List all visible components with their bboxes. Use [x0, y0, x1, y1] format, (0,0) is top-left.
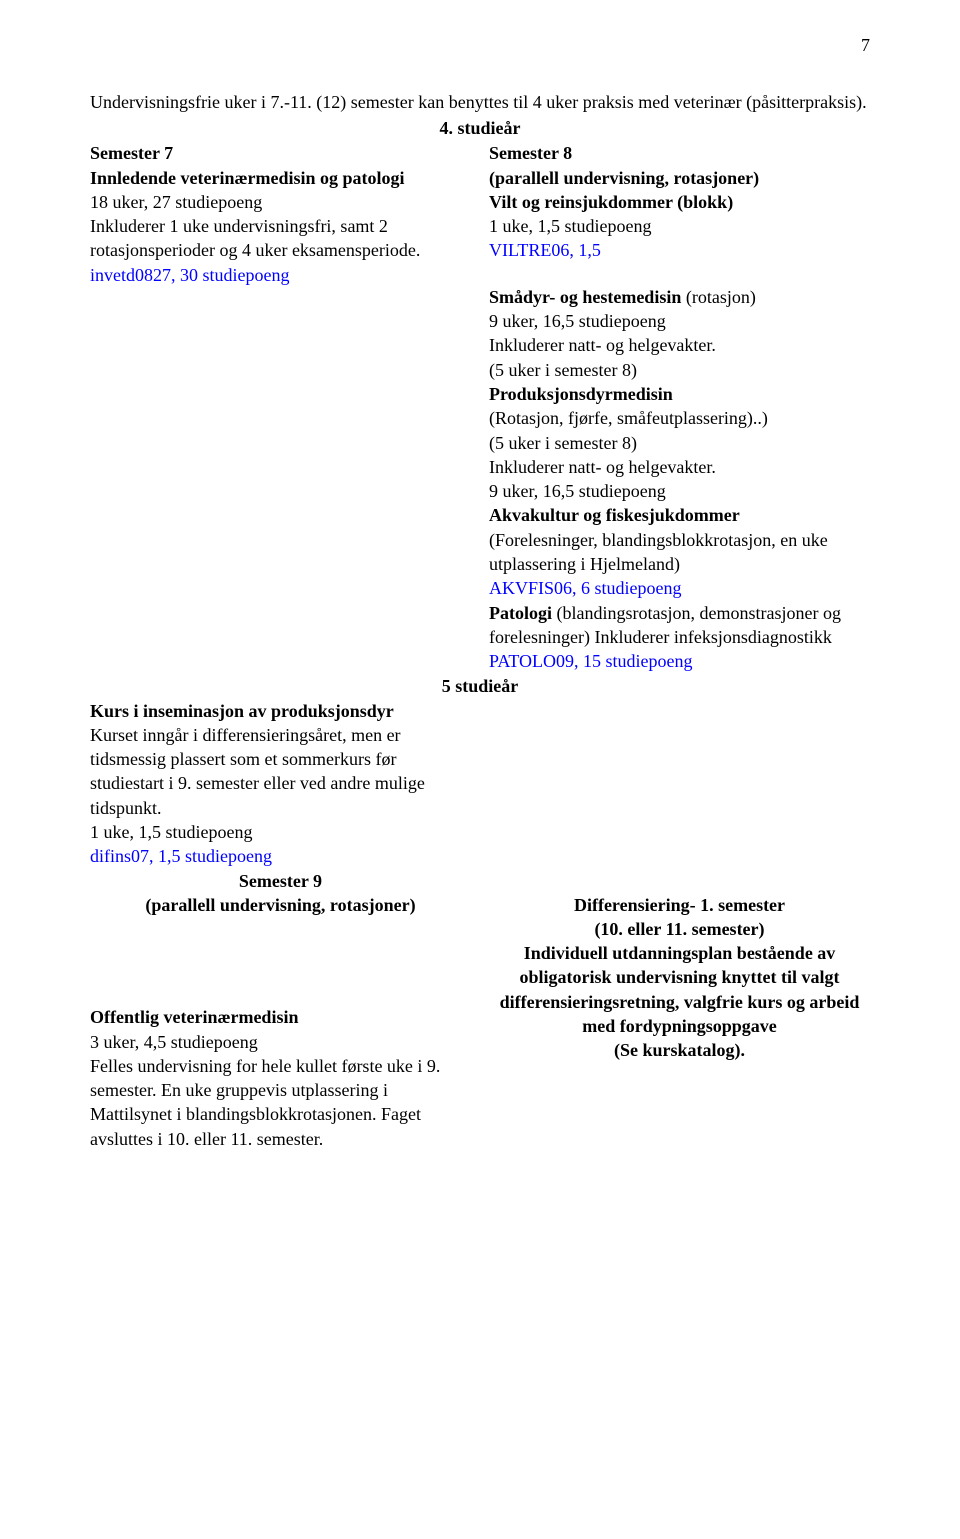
sem8-proddyr-title: Produksjonsdyrmedisin — [489, 382, 870, 406]
sem8-smadyr-vakter: Inkluderer natt- og helgevakter. — [489, 333, 870, 357]
kurs-insem-weeks: 1 uke, 1,5 studiepoeng — [90, 820, 471, 844]
intro-text: Undervisningsfrie uker i 7.-11. (12) sem… — [90, 90, 870, 114]
sem8-vilt-code: VILTRE06, 1,5 — [489, 238, 870, 262]
semester7-title: Semester 7 — [90, 141, 471, 165]
diff-katalog: (Se kurskatalog). — [489, 1038, 870, 1062]
sem8-smadyr-weeks: 9 uker, 16,5 studiepoeng — [489, 309, 870, 333]
sem8-patologi-line: Patologi (blandingsrotasjon, demonstrasj… — [489, 601, 870, 650]
sem7-line3: Inkluderer 1 uke undervisningsfri, samt … — [90, 214, 471, 263]
sem8-proddyr-weeks: 9 uker, 16,5 studiepoeng — [489, 479, 870, 503]
sem8-proddyr-desc: (Rotasjon, fjørfe, småfeutplassering)..) — [489, 406, 870, 430]
sem8-vilt-title: Vilt og reinsjukdommer (blokk) — [489, 190, 870, 214]
semester8-sub: (parallell undervisning, rotasjoner) — [489, 166, 870, 190]
semester8-title: Semester 8 — [489, 141, 870, 165]
sem8-akva-desc: (Forelesninger, blandingsblokkrotasjon, … — [489, 528, 870, 577]
sem8-proddyr-vakter: Inkluderer natt- og helgevakter. — [489, 455, 870, 479]
year4-left-column: Semester 7 Innledende veterinærmedisin o… — [90, 141, 471, 673]
sem8-proddyr-5uker: (5 uker i semester 8) — [489, 431, 870, 455]
year5-left-column: Kurs i inseminasjon av produksjonsdyr Ku… — [90, 699, 471, 1151]
year4-columns: Semester 7 Innledende veterinærmedisin o… — [90, 141, 870, 673]
diff-title: Differensiering- 1. semester — [489, 893, 870, 917]
semester9-title: Semester 9 — [90, 869, 471, 893]
page-number: 7 — [861, 35, 870, 56]
year5-heading: 5 studieår — [90, 676, 870, 697]
kurs-insem-title: Kurs i inseminasjon av produksjonsdyr — [90, 699, 471, 723]
sem8-smadyr-5uker: (5 uker i semester 8) — [489, 358, 870, 382]
spacer — [90, 917, 471, 1005]
semester9-sub: (parallell undervisning, rotasjoner) — [90, 893, 471, 917]
spacer — [489, 263, 870, 285]
sem8-smadyr-line: Smådyr- og hestemedisin (rotasjon) — [489, 285, 870, 309]
year4-heading: 4. studieår — [90, 118, 870, 139]
kurs-insem-code: difins07, 1,5 studiepoeng — [90, 844, 471, 868]
year5-right-column: Differensiering- 1. semester (10. eller … — [489, 699, 870, 1151]
spacer — [489, 699, 870, 893]
sem8-vilt-weeks: 1 uke, 1,5 studiepoeng — [489, 214, 870, 238]
offentlig-desc: Felles undervisning for hele kullet førs… — [90, 1054, 471, 1151]
sem7-course-title: Innledende veterinærmedisin og patologi — [90, 166, 471, 190]
sem8-akva-code: AKVFIS06, 6 studiepoeng — [489, 576, 870, 600]
sem8-patologi-code: PATOLO09, 15 studiepoeng — [489, 649, 870, 673]
year5-columns: Kurs i inseminasjon av produksjonsdyr Ku… — [90, 699, 870, 1151]
sem7-line2: 18 uker, 27 studiepoeng — [90, 190, 471, 214]
year4-right-column: Semester 8 (parallell undervisning, rota… — [489, 141, 870, 673]
kurs-insem-desc: Kurset inngår i differensieringsåret, me… — [90, 723, 471, 820]
diff-sem: (10. eller 11. semester) — [489, 917, 870, 941]
sem8-akva-title: Akvakultur og fiskesjukdommer — [489, 503, 870, 527]
page: 7 Undervisningsfrie uker i 7.-11. (12) s… — [0, 0, 960, 1539]
diff-desc: Individuell utdanningsplan bestående av … — [489, 941, 870, 1038]
sem8-patologi-title: Patologi — [489, 603, 557, 623]
offentlig-weeks: 3 uker, 4,5 studiepoeng — [90, 1030, 471, 1054]
sem8-smadyr-title: Smådyr- og hestemedisin — [489, 287, 681, 307]
sem8-smadyr-suffix: (rotasjon) — [681, 287, 755, 307]
offentlig-title: Offentlig veterinærmedisin — [90, 1005, 471, 1029]
sem7-code: invetd0827, 30 studiepoeng — [90, 263, 471, 287]
